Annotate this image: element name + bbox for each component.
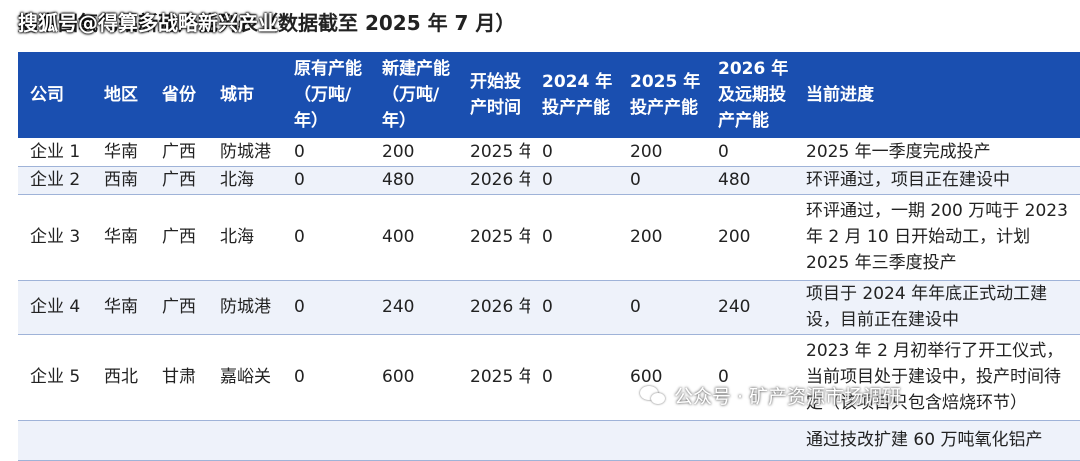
- cell-2025: [618, 420, 706, 461]
- cell-2024: 0: [530, 280, 618, 335]
- cell-2025: 200: [618, 194, 706, 281]
- title-text: 期中国氧化铝新建产能列表（数据截至 2025 年 7 月）: [18, 11, 516, 35]
- cell-2026: 0: [706, 138, 794, 167]
- cell-city: [208, 420, 282, 461]
- cell-start: 2025 年: [458, 138, 530, 167]
- cell-2024: 0: [530, 166, 618, 195]
- cell-region: [92, 420, 150, 461]
- cell-new: 400: [370, 194, 458, 281]
- header-region: 地区: [104, 85, 138, 105]
- cell-2025: 200: [618, 138, 706, 167]
- cell-existing: 0: [282, 194, 370, 281]
- table-row: 通过技改扩建 60 万吨氧化铝产: [18, 420, 1080, 461]
- watermark-bottom: 公众号 · 矿产资源市场调研: [640, 378, 1080, 412]
- cell-2024: [530, 420, 618, 461]
- cell-province: 广西: [150, 280, 208, 335]
- table-header-row: 公司 地区 省份 城市 原有产能（万吨/年） 新建产能（万吨/年） 开始投产时间…: [18, 52, 1080, 138]
- cell-city: 北海: [208, 194, 282, 281]
- cell-existing: 0: [282, 334, 370, 421]
- cell-progress: 项目于 2024 年年底正式动工建设，目前正在建设中: [794, 280, 1080, 335]
- cell-2026: 480: [706, 166, 794, 195]
- cell-company: 企业 2: [18, 166, 92, 195]
- cell-2024: 0: [530, 138, 618, 167]
- table-row: 企业 2 西南 广西 北海 0 480 2026 年 0 0 480 环评通过，…: [18, 166, 1080, 195]
- cell-province: 甘肃: [150, 334, 208, 421]
- cell-new: 600: [370, 334, 458, 421]
- cell-province: 广西: [150, 194, 208, 281]
- cell-existing: 0: [282, 166, 370, 195]
- cell-city: 防城港: [208, 280, 282, 335]
- table-row: 企业 3 华南 广西 北海 0 400 2025 年 0 200 200 环评通…: [18, 194, 1080, 281]
- header-new-capacity: 新建产能（万吨/年）: [382, 59, 450, 131]
- capacity-table: 公司 地区 省份 城市 原有产能（万吨/年） 新建产能（万吨/年） 开始投产时间…: [18, 52, 1080, 461]
- cell-company: 企业 3: [18, 194, 92, 281]
- cell-start: 2026 年: [458, 280, 530, 335]
- table-row: 企业 5 西北 甘肃 嘉峪关 0 600 2025 年 0 600 0 2023…: [18, 334, 1080, 421]
- cell-2024: 0: [530, 194, 618, 281]
- header-city: 城市: [220, 85, 254, 105]
- header-progress: 当前进度: [806, 85, 874, 105]
- cell-2026: 200: [706, 194, 794, 281]
- watermark-top: 搜狐号@得算多战略新兴产业: [18, 11, 278, 35]
- cell-province: 广西: [150, 138, 208, 167]
- cell-new: 480: [370, 166, 458, 195]
- cell-start: 2025 年: [458, 334, 530, 421]
- cell-province: 广西: [150, 166, 208, 195]
- cell-company: 企业 4: [18, 280, 92, 335]
- header-2026-capacity: 2026 年及远期投产产能: [718, 59, 789, 131]
- wechat-icon: [640, 384, 666, 406]
- cell-2025: 600: [618, 334, 706, 421]
- table-row: 企业 4 华南 广西 防城港 0 240 2026 年 0 0 240 项目于 …: [18, 280, 1080, 335]
- cell-progress: 环评通过，项目正在建设中: [794, 166, 1080, 195]
- cell-city: 防城港: [208, 138, 282, 167]
- cell-progress: 2025 年一季度完成投产: [794, 138, 1080, 167]
- header-2024-capacity: 2024 年投产产能: [542, 72, 613, 118]
- cell-start: [458, 420, 530, 461]
- cell-company: 企业 1: [18, 138, 92, 167]
- cell-new: [370, 420, 458, 461]
- cell-2026: [706, 420, 794, 461]
- cell-2025: 0: [618, 166, 706, 195]
- cell-region: 华南: [92, 194, 150, 281]
- header-existing-capacity: 原有产能（万吨/年）: [294, 59, 362, 131]
- cell-company: [18, 420, 92, 461]
- cell-city: 北海: [208, 166, 282, 195]
- cell-existing: [282, 420, 370, 461]
- cell-progress: 2023 年 2 月初举行了开工仪式，当前项目处于建设中，投产时间待定（该项目只…: [794, 334, 1080, 421]
- header-province: 省份: [162, 85, 196, 105]
- table-title: 期中国氧化铝新建产能列表（数据截至 2025 年 7 月） 搜狐号@得算多战略新…: [18, 6, 1068, 40]
- cell-region: 华南: [92, 280, 150, 335]
- cell-existing: 0: [282, 280, 370, 335]
- cell-start: 2025 年: [458, 194, 530, 281]
- header-2025-capacity: 2025 年投产产能: [630, 72, 701, 118]
- cell-region: 西北: [92, 334, 150, 421]
- cell-new: 240: [370, 280, 458, 335]
- cell-progress: 环评通过，一期 200 万吨于 2023 年 2 月 10 日开始动工，计划 2…: [794, 194, 1080, 281]
- cell-new: 200: [370, 138, 458, 167]
- cell-region: 西南: [92, 166, 150, 195]
- cell-2024: 0: [530, 334, 618, 421]
- header-start-time: 开始投产时间: [470, 72, 521, 118]
- cell-existing: 0: [282, 138, 370, 167]
- table-row: 企业 1 华南 广西 防城港 0 200 2025 年 0 200 0 2025…: [18, 138, 1080, 167]
- cell-region: 华南: [92, 138, 150, 167]
- watermark-bottom-text: 公众号 · 矿产资源市场调研: [674, 385, 902, 408]
- cell-2025: 0: [618, 280, 706, 335]
- cell-company: 企业 5: [18, 334, 92, 421]
- cell-progress: 通过技改扩建 60 万吨氧化铝产: [794, 420, 1080, 461]
- cell-province: [150, 420, 208, 461]
- header-company: 公司: [30, 85, 64, 105]
- cell-2026: 240: [706, 280, 794, 335]
- cell-2026: 0: [706, 334, 794, 421]
- cell-start: 2026 年: [458, 166, 530, 195]
- cell-city: 嘉峪关: [208, 334, 282, 421]
